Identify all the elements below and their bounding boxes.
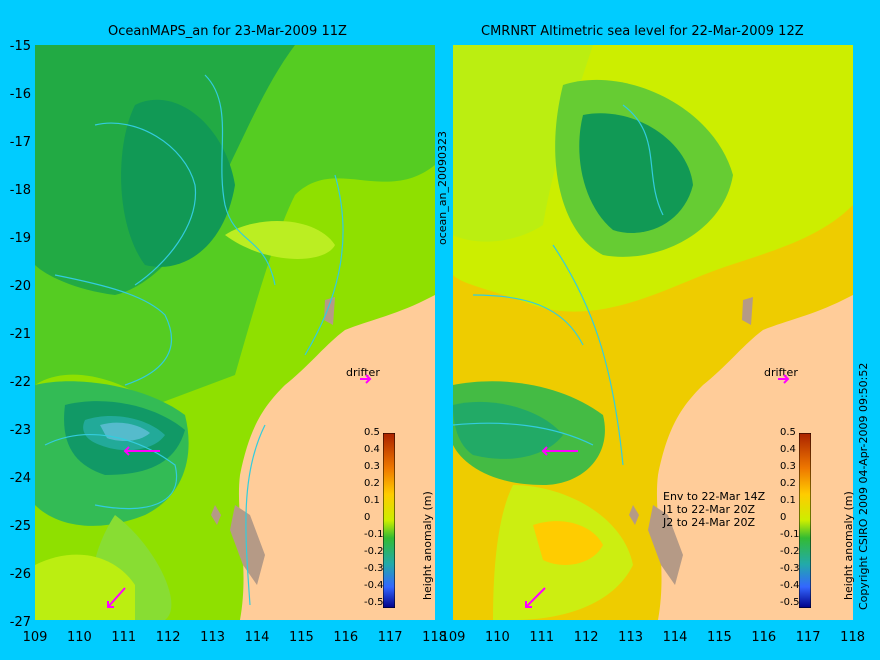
y-tick-label: -15 bbox=[9, 39, 31, 54]
colorbar-tick-label: 0.2 bbox=[364, 478, 380, 489]
y-tick-label: -27 bbox=[9, 615, 31, 630]
colorbar-tick-label: -0.1 bbox=[780, 529, 800, 540]
right-colorbar-label: height anomaly (m) bbox=[842, 491, 855, 600]
altimeter-legend: Env to 22-Mar 14Z J1 to 22-Mar 20Z J2 to… bbox=[663, 490, 766, 529]
y-tick-label: -19 bbox=[9, 231, 31, 246]
left-colorbar bbox=[383, 433, 395, 608]
colorbar-tick-label: -0.5 bbox=[364, 597, 384, 608]
left-map-oceanmaps bbox=[35, 45, 435, 620]
right-x-tick-label: 109 bbox=[440, 630, 466, 645]
y-tick-label: -21 bbox=[9, 327, 31, 342]
copyright-label: Copyright CSIRO 2009 04-Apr-2009 09:50:5… bbox=[857, 362, 870, 610]
colorbar-tick-label: -0.2 bbox=[364, 546, 384, 557]
right-x-tick-label: 116 bbox=[751, 630, 777, 645]
y-tick-label: -18 bbox=[9, 183, 31, 198]
y-tick-label: -26 bbox=[9, 567, 31, 582]
left-x-tick-label: 113 bbox=[200, 630, 225, 645]
right-drifter-label: drifter bbox=[764, 366, 798, 379]
left-x-tick-label: 115 bbox=[288, 630, 314, 645]
colorbar-tick-label: -0.4 bbox=[780, 580, 800, 591]
colorbar-tick-label: -0.2 bbox=[780, 546, 800, 557]
left-map-canvas bbox=[35, 45, 435, 620]
left-panel-title: OceanMAPS_an for 23-Mar-2009 11Z bbox=[108, 24, 347, 39]
right-x-tick-label: 111 bbox=[529, 630, 555, 645]
colorbar-tick-label: 0.4 bbox=[364, 444, 380, 455]
colorbar-tick-label: 0 bbox=[780, 512, 787, 523]
right-x-tick-label: 112 bbox=[573, 630, 599, 645]
y-tick-label: -24 bbox=[9, 471, 31, 486]
colorbar-tick-label: 0.3 bbox=[364, 461, 380, 472]
colorbar-tick-label: -0.3 bbox=[364, 563, 384, 574]
right-colorbar bbox=[799, 433, 811, 608]
colorbar-tick-label: 0.5 bbox=[364, 427, 380, 438]
right-map-altimetry bbox=[453, 45, 853, 620]
right-x-tick-label: 114 bbox=[662, 630, 688, 645]
left-x-tick-label: 114 bbox=[244, 630, 270, 645]
right-panel-title: CMRNRT Altimetric sea level for 22-Mar-2… bbox=[481, 24, 804, 39]
left-colorbar-label: height anomaly (m) bbox=[421, 491, 434, 600]
y-tick-label: -23 bbox=[9, 423, 31, 438]
colorbar-tick-label: -0.5 bbox=[780, 597, 800, 608]
right-map-canvas bbox=[453, 45, 853, 620]
right-x-tick-label: 117 bbox=[795, 630, 821, 645]
right-x-tick-label: 110 bbox=[484, 630, 510, 645]
left-x-tick-label: 116 bbox=[333, 630, 359, 645]
colorbar-tick-label: -0.3 bbox=[780, 563, 800, 574]
left-x-tick-label: 117 bbox=[377, 630, 403, 645]
left-drifter-label: drifter bbox=[346, 366, 380, 379]
left-x-tick-label: 111 bbox=[111, 630, 137, 645]
y-tick-label: -20 bbox=[9, 279, 31, 294]
colorbar-tick-label: 0.1 bbox=[780, 495, 796, 506]
colorbar-tick-label: -0.4 bbox=[364, 580, 384, 591]
colorbar-tick-label: 0 bbox=[364, 512, 371, 523]
y-tick-label: -22 bbox=[9, 375, 31, 390]
left-x-tick-label: 112 bbox=[155, 630, 181, 645]
y-tick-label: -17 bbox=[9, 135, 31, 150]
right-x-tick-label: 113 bbox=[618, 630, 643, 645]
y-tick-label: -16 bbox=[9, 87, 31, 102]
left-x-tick-label: 109 bbox=[22, 630, 48, 645]
right-x-tick-label: 118 bbox=[840, 630, 865, 645]
colorbar-tick-label: -0.1 bbox=[364, 529, 384, 540]
colorbar-tick-label: 0.2 bbox=[780, 478, 796, 489]
run-id-label: ocean_an_20090323 bbox=[436, 131, 449, 245]
colorbar-tick-label: 0.5 bbox=[780, 427, 796, 438]
left-x-tick-label: 110 bbox=[66, 630, 92, 645]
colorbar-tick-label: 0.4 bbox=[780, 444, 796, 455]
right-x-tick-label: 115 bbox=[706, 630, 732, 645]
colorbar-tick-label: 0.3 bbox=[780, 461, 796, 472]
left-x-tick-label: 118 bbox=[422, 630, 447, 645]
y-tick-label: -25 bbox=[9, 519, 31, 534]
colorbar-tick-label: 0.1 bbox=[364, 495, 380, 506]
